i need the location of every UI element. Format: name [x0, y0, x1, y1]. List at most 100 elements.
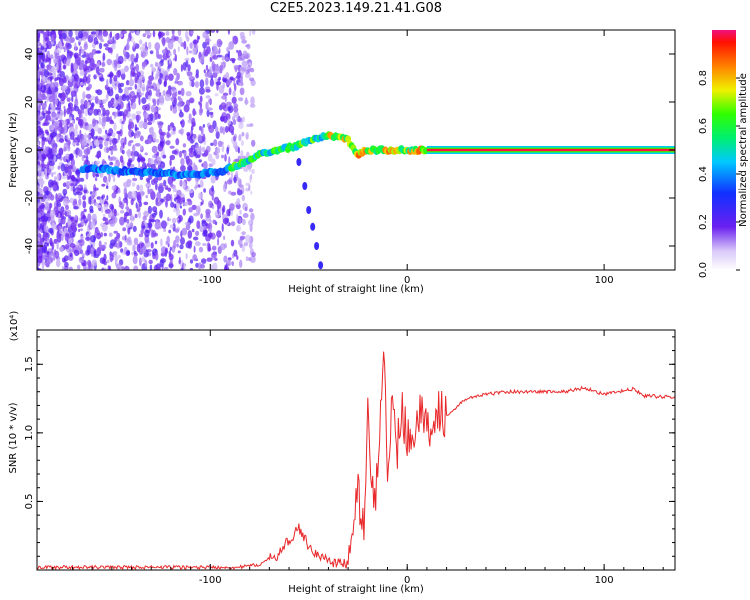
spectrogram-noise-point [168, 253, 174, 261]
spectrogram-noise-point [128, 78, 135, 87]
spectrogram-noise-point [138, 233, 144, 238]
spectrogram-noise-point [87, 101, 90, 108]
spectrogram-noise-point [104, 241, 107, 246]
spectrogram-noise-point [170, 201, 175, 208]
spectrogram-noise-point [161, 32, 166, 36]
spectrogram-noise-point [233, 249, 238, 257]
spectrogram-noise-point [112, 147, 118, 152]
snr-y-tick-label: 1.0 [24, 425, 35, 441]
spectrogram-y-label: Frequency (Hz) [8, 112, 19, 188]
spectrogram-noise-point [222, 82, 225, 89]
spectrogram-noise-point [168, 73, 174, 81]
spectrogram-noise-point [118, 96, 121, 105]
spectrogram-noise-point [68, 238, 72, 244]
spectrogram-noise-point [241, 132, 245, 137]
spectrogram-noise-point [155, 138, 160, 143]
spectrogram-noise [37, 30, 256, 270]
snr-x-label: Height of straight line (km) [288, 584, 424, 595]
spectrogram-noise-point [80, 103, 86, 111]
spectrogram-noise-point [101, 120, 106, 127]
spectrogram-noise-point [231, 96, 237, 104]
spectrogram-noise-point [195, 230, 200, 236]
spectrogram-noise-point [174, 228, 180, 233]
spectrogram-noise-point [173, 48, 177, 56]
spectrogram-noise-point [82, 195, 86, 201]
spectrogram-noise-point [187, 230, 193, 239]
spectrogram-noise-point [130, 164, 135, 168]
spectrogram-noise-point [106, 78, 109, 88]
spectrogram-noise-point [105, 217, 109, 225]
spectrogram-noise-point [228, 208, 231, 217]
spectrogram-noise-point [133, 265, 139, 270]
spectrogram-noise-point [217, 206, 220, 214]
spectrogram-noise-point [84, 184, 87, 189]
spectrogram-noise-point [170, 104, 173, 112]
spectrogram-noise-point [115, 256, 119, 261]
spectrogram-noise-point [68, 169, 72, 177]
spectrogram-noise-point [201, 258, 207, 264]
spectrogram-noise-point [209, 111, 214, 115]
spectrogram-noise-point [133, 150, 139, 157]
spectrogram-noise-point [79, 129, 82, 138]
spectrogram-noise-point [178, 150, 183, 158]
spectrogram-noise-point [197, 36, 201, 40]
spectrogram-noise-point [112, 216, 118, 224]
spectrogram-noise-point [249, 30, 252, 37]
spectrogram-noise-point [61, 119, 67, 126]
spectrogram-noise-point [53, 33, 57, 39]
spectrogram-noise-point [231, 261, 234, 267]
spectrogram-noise-point [37, 236, 41, 241]
spectrogram-noise-point [84, 109, 88, 117]
spectrogram-noise-point [138, 97, 141, 106]
spectrogram-noise-point [90, 221, 96, 230]
spectrogram-noise-point [134, 83, 137, 90]
spectrogram-noise-point [198, 159, 202, 163]
spectrogram-noise-point [242, 218, 246, 226]
spectrogram-noise-point [169, 224, 174, 229]
spectrogram-noise-point [224, 125, 229, 133]
spectrogram-noise-point [75, 117, 80, 121]
spectrogram-noise-point [236, 224, 241, 232]
spectrogram-noise-point [141, 83, 146, 93]
spectrogram-noise-point [43, 109, 47, 114]
spectrogram-noise-point [234, 83, 237, 92]
spectrogram-noise-point [151, 82, 157, 91]
spectrogram-noise-point [152, 131, 157, 141]
spectrogram-noise-point [168, 263, 174, 268]
spectrogram-noise-point [86, 134, 91, 139]
spectrogram-noise-point [219, 64, 224, 71]
spectrogram-noise-point [215, 131, 220, 139]
spectrogram-noise-point [156, 99, 160, 106]
spectrogram-noise-point [129, 94, 132, 99]
spectrogram-noise-point [145, 182, 151, 189]
spectrogram-noise-point [96, 232, 102, 240]
spectrogram-noise-point [62, 46, 66, 50]
spectrogram-noise-point [159, 72, 163, 79]
spectrogram-noise-point [52, 171, 57, 175]
spectrogram-noise-point [90, 235, 96, 243]
spectrogram-noise-point [81, 253, 86, 257]
spectrogram-noise-point [42, 102, 47, 108]
spectrogram-noise-point [54, 123, 58, 133]
spectrogram-noise-point [237, 155, 242, 160]
spectrogram-noise-point [127, 226, 131, 235]
spectrogram-noise-point [163, 227, 167, 232]
spectrogram-noise-point [194, 81, 200, 88]
spectrogram-noise-point [62, 188, 68, 196]
spectrogram-noise-point [205, 77, 209, 86]
spectrogram-noise-point [189, 80, 192, 87]
spectrogram-noise-point [126, 95, 130, 102]
spectrogram-noise-point [220, 102, 227, 110]
spectrogram-noise-point [93, 36, 98, 45]
spectrogram-noise-point [211, 205, 215, 210]
spectrogram-noise-point [106, 112, 110, 117]
spectrogram-noise-point [117, 237, 120, 247]
spectrogram-noise-point [82, 91, 86, 101]
spectrogram-noise-point [201, 220, 207, 227]
spectrogram-noise-point [155, 220, 159, 225]
spectrogram-noise-point [74, 73, 79, 82]
spectrogram-noise-point [186, 131, 191, 137]
spectrogram-noise-point [42, 122, 46, 127]
spectrogram-noise-point [121, 30, 127, 35]
spectrogram-noise-point [158, 121, 163, 130]
